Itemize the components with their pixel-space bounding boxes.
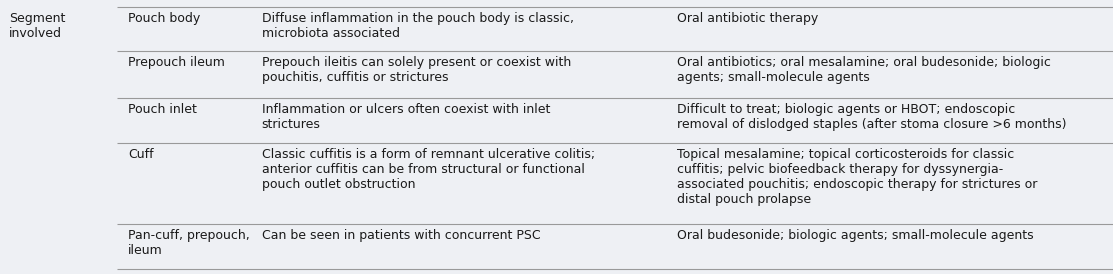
Text: Pouch inlet: Pouch inlet — [128, 103, 197, 116]
Text: Classic cuffitis is a form of remnant ulcerative colitis;
anterior cuffitis can : Classic cuffitis is a form of remnant ul… — [262, 148, 594, 191]
Text: Cuff: Cuff — [128, 148, 154, 161]
Text: Can be seen in patients with concurrent PSC: Can be seen in patients with concurrent … — [262, 229, 540, 242]
Text: Pouch body: Pouch body — [128, 12, 200, 25]
Text: Diffuse inflammation in the pouch body is classic,
microbiota associated: Diffuse inflammation in the pouch body i… — [262, 12, 573, 40]
Text: Topical mesalamine; topical corticosteroids for classic
cuffitis; pelvic biofeed: Topical mesalamine; topical corticostero… — [677, 148, 1037, 206]
Text: Oral budesonide; biologic agents; small-molecule agents: Oral budesonide; biologic agents; small-… — [677, 229, 1033, 242]
Text: Oral antibiotic therapy: Oral antibiotic therapy — [677, 12, 818, 25]
Text: Prepouch ileum: Prepouch ileum — [128, 56, 225, 69]
Text: Oral antibiotics; oral mesalamine; oral budesonide; biologic
agents; small-molec: Oral antibiotics; oral mesalamine; oral … — [677, 56, 1051, 84]
Text: Segment
involved: Segment involved — [9, 12, 66, 40]
Text: Prepouch ileitis can solely present or coexist with
pouchitis, cuffitis or stric: Prepouch ileitis can solely present or c… — [262, 56, 571, 84]
Text: Pan-cuff, prepouch,
ileum: Pan-cuff, prepouch, ileum — [128, 229, 249, 257]
Text: Difficult to treat; biologic agents or HBOT; endoscopic
removal of dislodged sta: Difficult to treat; biologic agents or H… — [677, 103, 1066, 131]
Text: Inflammation or ulcers often coexist with inlet
strictures: Inflammation or ulcers often coexist wit… — [262, 103, 550, 131]
